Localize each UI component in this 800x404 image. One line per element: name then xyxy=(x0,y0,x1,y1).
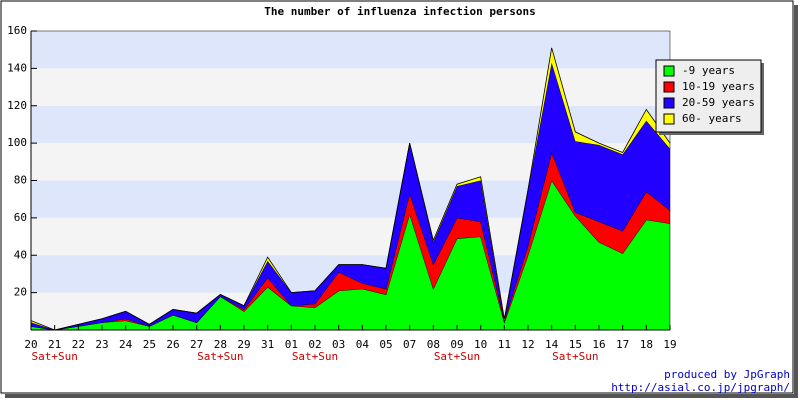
legend-swatch xyxy=(663,97,675,109)
x-tick-label: 09 xyxy=(450,338,463,351)
legend-swatch xyxy=(663,65,675,77)
legend-label: 10-19 years xyxy=(682,80,755,93)
x-tick-label: 14 xyxy=(545,338,559,351)
legend-label: -9 years xyxy=(682,64,735,77)
chart-title: The number of influenza infection person… xyxy=(264,5,536,18)
x-sublabel: Sat+Sun xyxy=(292,350,338,363)
x-tick-label: 02 xyxy=(308,338,321,351)
legend-swatch xyxy=(663,113,675,125)
x-tick-label: 17 xyxy=(616,338,629,351)
y-tick-label: 20 xyxy=(14,286,27,299)
y-tick-label: 160 xyxy=(7,24,27,37)
area xyxy=(31,62,670,331)
y-tick-label: 60 xyxy=(14,211,27,224)
y-tick-label: 80 xyxy=(14,174,27,187)
x-tick-label: 23 xyxy=(95,338,108,351)
legend-swatch xyxy=(663,81,675,93)
x-tick-label: 16 xyxy=(592,338,605,351)
y-tick-label: 100 xyxy=(7,136,27,149)
x-tick-label: 19 xyxy=(663,338,676,351)
x-tick-label: 29 xyxy=(237,338,250,351)
y-tick-label: 120 xyxy=(7,99,27,112)
x-sublabel: Sat+Sun xyxy=(197,350,243,363)
y-tick-label: 40 xyxy=(14,248,27,261)
x-tick-label: 15 xyxy=(569,338,582,351)
legend-label: 60- years xyxy=(682,112,742,125)
x-tick-label: 03 xyxy=(332,338,345,351)
x-tick-label: 10 xyxy=(474,338,487,351)
x-tick-label: 22 xyxy=(72,338,85,351)
y-tick-label: 140 xyxy=(7,61,27,74)
x-tick-label: 24 xyxy=(119,338,133,351)
x-tick-label: 25 xyxy=(143,338,156,351)
area xyxy=(31,180,670,330)
x-tick-label: 27 xyxy=(190,338,203,351)
x-tick-label: 01 xyxy=(285,338,298,351)
grid-band xyxy=(31,68,670,106)
x-tick-label: 04 xyxy=(356,338,370,351)
area-edge xyxy=(30,47,671,331)
x-tick-label: 05 xyxy=(379,338,392,351)
x-tick-label: 26 xyxy=(166,338,179,351)
x-sublabel: Sat+Sun xyxy=(31,350,77,363)
shadow xyxy=(794,5,798,397)
legend-label: 20-59 years xyxy=(682,96,755,109)
x-tick-label: 12 xyxy=(521,338,534,351)
x-tick-label: 11 xyxy=(498,338,511,351)
x-tick-label: 28 xyxy=(214,338,227,351)
x-tick-label: 21 xyxy=(48,338,61,351)
footer: produced by JpGraph xyxy=(664,368,790,381)
shadow xyxy=(5,394,798,398)
x-tick-label: 08 xyxy=(427,338,440,351)
x-tick-label: 20 xyxy=(24,338,37,351)
x-sublabel: Sat+Sun xyxy=(552,350,598,363)
footer: http://asial.co.jp/jpgraph/ xyxy=(611,381,790,394)
grid-band xyxy=(31,31,670,69)
x-tick-label: 31 xyxy=(261,338,274,351)
x-tick-label: 07 xyxy=(403,338,416,351)
x-tick-label: 18 xyxy=(640,338,653,351)
x-sublabel: Sat+Sun xyxy=(434,350,480,363)
